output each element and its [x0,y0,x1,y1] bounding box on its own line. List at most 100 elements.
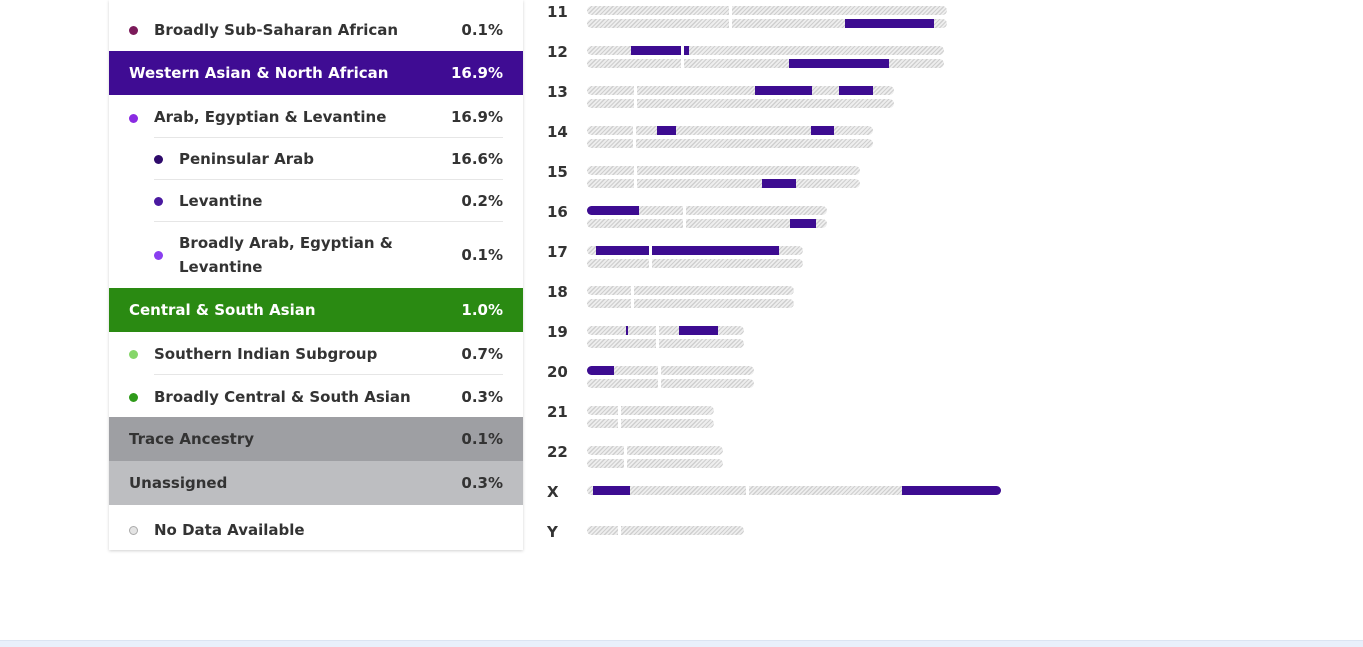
legend-row-southern-indian-subgroup[interactable]: Southern Indian Subgroup 0.7% [109,332,523,375]
centromere [658,378,661,389]
ancestry-segment[interactable] [657,126,676,135]
chromosome-copy-2[interactable] [587,458,723,469]
legend-percentage: 16.6% [450,150,503,168]
legend-percentage: 16.9% [450,108,503,126]
centromere [633,125,636,136]
divider [154,374,503,375]
ancestry-segment[interactable] [683,46,689,55]
ancestry-segment[interactable] [762,179,796,188]
chromosome-copy-1[interactable] [587,525,744,536]
ancestry-segment[interactable] [902,486,1001,495]
legend-label-line-1: Broadly Arab, Egyptian & [179,234,393,252]
chromosome-label: X [547,483,559,501]
legend-label: No Data Available [154,521,305,539]
legend-dot [129,26,138,35]
centromere [656,338,659,349]
chromosome-label: 14 [547,123,568,141]
legend-group-percentage: 1.0% [461,301,503,319]
legend-row-arab-egyptian-levantine[interactable]: Arab, Egyptian & Levantine 16.9% [109,95,523,138]
legend-row-levantine[interactable]: Levantine 0.2% [109,180,523,222]
centromere [729,18,732,29]
ancestry-segment[interactable] [811,126,834,135]
ancestry-segment[interactable] [587,206,639,215]
centromere [634,178,637,189]
ancestry-segment[interactable] [651,246,779,255]
legend-row-no-data-available: No Data Available [109,505,523,550]
chromosome-copy-1[interactable] [587,245,803,256]
centromere [683,205,686,216]
legend-row-broadly-sub-saharan-african[interactable]: Broadly Sub-Saharan African 0.1% [109,0,523,51]
chromosome-copy-2[interactable] [587,218,827,229]
chromosome-copy-1[interactable] [587,205,827,216]
legend-label: Peninsular Arab [179,150,315,168]
chromosome-copy-1[interactable] [587,45,944,56]
legend-label: Arab, Egyptian & Levantine [154,108,387,126]
chromosome-copy-1[interactable] [587,365,754,376]
legend-dot [154,251,163,260]
chromosome-copy-2[interactable] [587,258,803,269]
centromere [634,85,637,96]
ancestry-segment[interactable] [596,246,649,255]
ancestry-segment[interactable] [755,86,812,95]
chromosome-copy-1[interactable] [587,165,860,176]
legend-row-broadly-central-south-asian[interactable]: Broadly Central & South Asian 0.3% [109,375,523,417]
legend-label: Broadly Sub-Saharan African [154,21,399,39]
chromosome-copy-1[interactable] [587,405,714,416]
ancestry-segment[interactable] [679,326,718,335]
chromosome-copy-2[interactable] [587,18,947,29]
chromosome-copy-1[interactable] [587,125,873,136]
centromere [631,298,634,309]
legend-group-unassigned[interactable]: Unassigned 0.3% [109,461,523,505]
ancestry-segment[interactable] [789,59,889,68]
legend-row-broadly-arab-egyptian-levantine[interactable]: Broadly Arab, Egyptian & Levantine 0.1% [109,222,523,288]
centromere [624,458,627,469]
ancestry-segment[interactable] [845,19,934,28]
legend-group-trace-ancestry[interactable]: Trace Ancestry 0.1% [109,417,523,461]
ancestry-segment[interactable] [839,86,873,95]
legend-group-central-south-asian[interactable]: Central & South Asian 1.0% [109,288,523,332]
legend-group-label: Trace Ancestry [129,430,255,448]
chromosome-copy-2[interactable] [587,178,860,189]
divider [154,137,503,138]
legend-dot [154,155,163,164]
chromosome-copy-2[interactable] [587,138,873,149]
ancestry-segment[interactable] [790,219,816,228]
centromere [633,138,636,149]
legend-percentage: 0.2% [461,192,503,210]
legend-row-peninsular-arab[interactable]: Peninsular Arab 16.6% [109,138,523,180]
ancestry-segment[interactable] [631,46,681,55]
legend-dot [129,114,138,123]
divider [154,221,503,222]
chromosome-copy-2[interactable] [587,418,714,429]
centromere [618,525,621,536]
chromosome-copy-2[interactable] [587,298,794,309]
chromosome-copy-2[interactable] [587,378,754,389]
chromosome-label: 16 [547,203,568,221]
legend-percentage: 0.3% [461,388,503,406]
chromosome-copy-1[interactable] [587,285,794,296]
legend-label: Broadly Central & South Asian [154,388,411,406]
legend-group-western-asian-north-african[interactable]: Western Asian & North African 16.9% [109,51,523,95]
legend-percentage: 0.7% [461,345,503,363]
centromere [656,325,659,336]
chromosome-copy-1[interactable] [587,85,894,96]
legend-label: Southern Indian Subgroup [154,345,378,363]
chromosome-copy-2[interactable] [587,98,894,109]
chromosome-copy-1[interactable] [587,445,723,456]
centromere [746,485,749,496]
chromosome-copy-1[interactable] [587,485,1001,496]
chromosome-copy-2[interactable] [587,338,744,349]
centromere [681,58,684,69]
ancestry-segment[interactable] [587,366,614,375]
ancestry-segment[interactable] [593,486,630,495]
chromosome-copy-2[interactable] [587,58,944,69]
ancestry-legend-panel: Broadly Sub-Saharan African 0.1% Western… [109,0,523,550]
chromosome-label: 21 [547,403,568,421]
legend-dot [129,393,138,402]
centromere [729,5,732,16]
chromosome-copy-1[interactable] [587,5,947,16]
ancestry-segment[interactable] [626,326,628,335]
chromosome-label: 22 [547,443,568,461]
chromosome-copy-1[interactable] [587,325,744,336]
no-data-dot-icon [129,526,138,535]
